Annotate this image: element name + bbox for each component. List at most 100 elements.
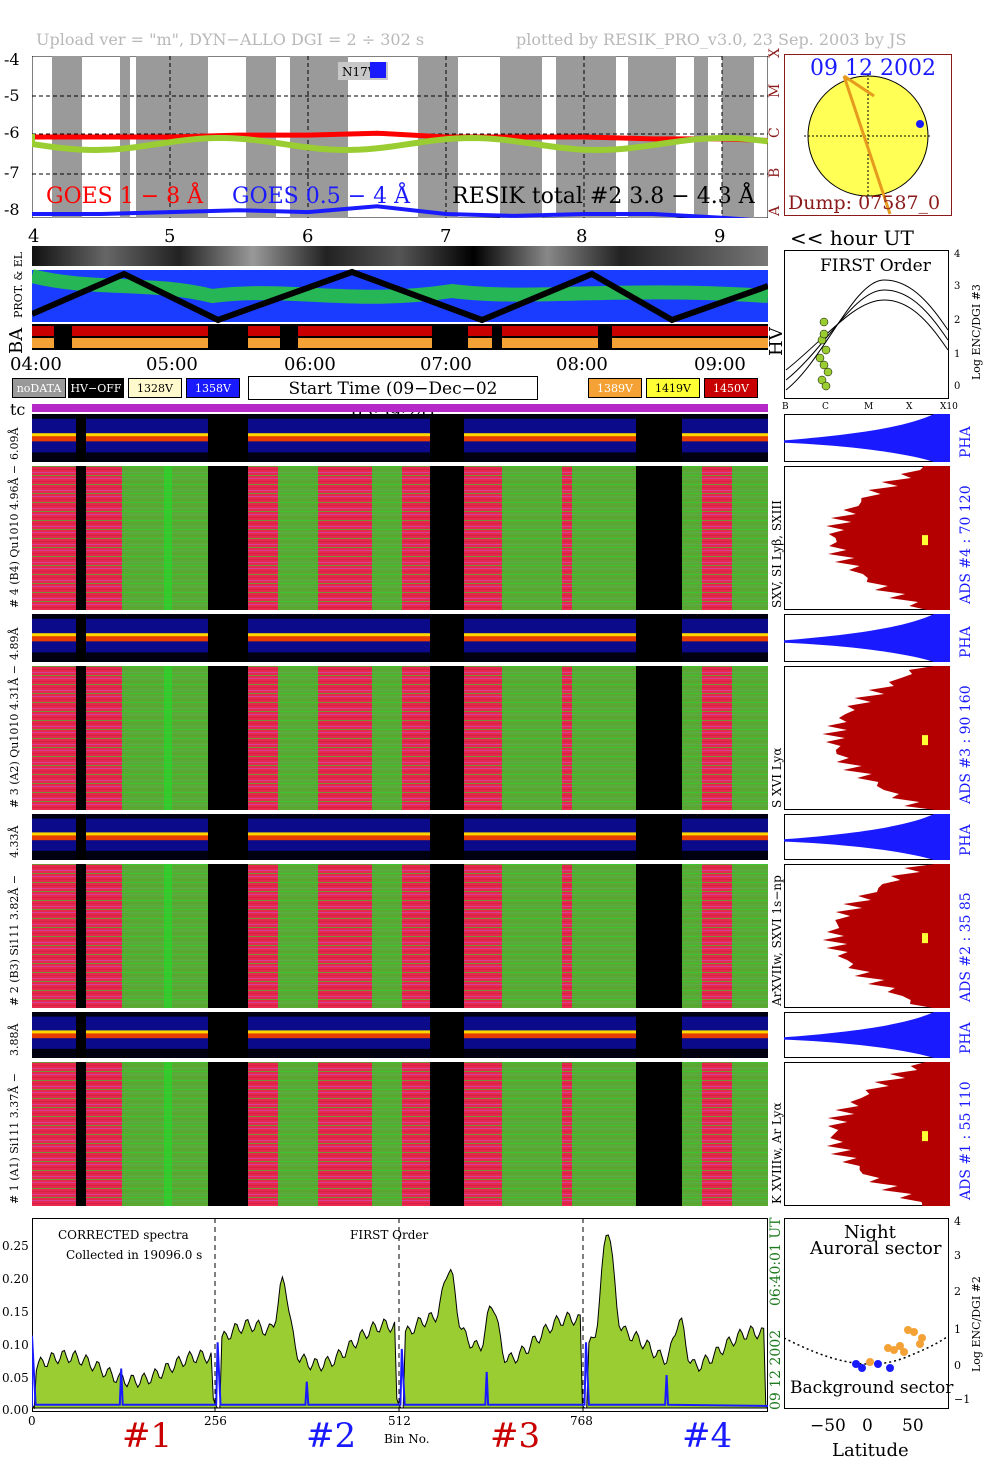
spec-note-1: CORRECTED spectra bbox=[58, 1228, 189, 1242]
spec-x-tick: 256 bbox=[204, 1414, 227, 1428]
goes-tick: -5 bbox=[4, 86, 20, 105]
sun-disk-panel bbox=[784, 54, 952, 216]
aurora-panel bbox=[784, 1218, 949, 1409]
spec-x-tick: 0 bbox=[28, 1414, 36, 1428]
channel-label-1: # 1 (A1) Si111 3.37Å − bbox=[8, 1073, 21, 1204]
fo-x-tick: X10 bbox=[940, 402, 958, 412]
sun-date: 09 12 2002 bbox=[810, 56, 936, 81]
prot-el-label: PROT. & EL bbox=[12, 251, 25, 318]
time-tick: 05:00 bbox=[146, 354, 198, 375]
pha-strip-2 bbox=[32, 814, 768, 860]
spec-order: FIRST Order bbox=[350, 1228, 429, 1242]
hour-axis-label: << hour UT bbox=[790, 226, 914, 250]
channel-label-3: # 3 (A2) Qu1010 4.31Å − bbox=[8, 665, 21, 808]
ba-label: BA bbox=[6, 327, 27, 354]
pha-strip-1 bbox=[32, 1012, 768, 1058]
legend-goes-short: GOES 0.5 − 4 Å bbox=[232, 184, 411, 209]
aurora-title-2: Auroral sector bbox=[810, 1238, 942, 1259]
header-left: Upload ver = "m", DYN−ALLO DGI = 2 ÷ 302… bbox=[36, 30, 425, 49]
ads-histogram-3 bbox=[784, 666, 950, 810]
pha-strip-3 bbox=[32, 614, 768, 662]
legend-1328v: 1328V bbox=[128, 378, 182, 398]
ads-histogram-4 bbox=[784, 466, 950, 610]
ads-histogram-1 bbox=[784, 1062, 950, 1206]
detector-4-label: #4 bbox=[682, 1416, 733, 1456]
aurora-y-tick: 1 bbox=[954, 1323, 961, 1336]
pha-histogram-3 bbox=[784, 614, 950, 662]
pha-strip-4 bbox=[32, 414, 768, 462]
sun-dump: Dump: 07587_0 bbox=[788, 192, 941, 214]
spec-y-tick: 0.25 bbox=[2, 1239, 29, 1253]
time-tick: 04:00 bbox=[10, 354, 62, 375]
spec-note-2: Collected in 19096.0 s bbox=[66, 1248, 203, 1262]
channel-wave-label-3: 4.89Å bbox=[8, 627, 21, 660]
goes-tick: -7 bbox=[4, 163, 20, 182]
class-letter-a: A bbox=[767, 205, 783, 216]
spectrogram-1 bbox=[32, 1062, 768, 1206]
flare-tag-marker bbox=[370, 62, 386, 78]
class-letter-c: C bbox=[767, 127, 783, 138]
orbit-strips bbox=[32, 246, 768, 350]
spec-y-tick: 0.00 bbox=[2, 1403, 29, 1417]
fo-x-tick: X bbox=[906, 402, 913, 412]
hour-tick: 7 bbox=[440, 226, 452, 247]
aurora-y-label: Log ENC/DGI #2 bbox=[970, 1276, 983, 1372]
spectrogram-3 bbox=[32, 666, 768, 810]
fo-y-label: Log ENC/DGI #3 bbox=[970, 284, 983, 380]
resik-series bbox=[32, 134, 768, 154]
ads-label-3: ADS #3 : 90 160 bbox=[958, 685, 974, 804]
fo-y-tick: 4 bbox=[954, 249, 961, 260]
time-tick: 07:00 bbox=[420, 354, 472, 375]
fo-y-tick: 0 bbox=[954, 381, 961, 392]
pha-label-1: PHA bbox=[958, 1022, 974, 1054]
hour-tick: 9 bbox=[714, 226, 726, 247]
pha-histogram-2 bbox=[784, 814, 950, 860]
goes-tick: -6 bbox=[4, 123, 20, 142]
detector-1-label: #1 bbox=[122, 1416, 173, 1456]
spec-y-tick: 0.20 bbox=[2, 1272, 29, 1286]
legend-nodata: noDATA bbox=[12, 378, 66, 398]
fo-x-tick: M bbox=[864, 402, 874, 412]
hour-tick: 6 bbox=[302, 226, 314, 247]
header-right: plotted by RESIK_PRO_v3.0, 23 Sep. 2003 … bbox=[516, 30, 907, 49]
spec-time-label: 06:40:01 UT bbox=[768, 1217, 784, 1306]
legend-1389v: 1389V bbox=[588, 378, 642, 398]
first-order-panel bbox=[784, 250, 949, 399]
line-id-label-3: S XVI Lyα bbox=[770, 747, 784, 808]
detector-2-label: #2 bbox=[306, 1416, 357, 1456]
time-tick: 09:00 bbox=[694, 354, 746, 375]
time-tick: 08:00 bbox=[556, 354, 608, 375]
fo-y-tick: 3 bbox=[954, 281, 961, 292]
aurora-title-1: Night bbox=[844, 1222, 896, 1243]
goes-light-curve-chart: N17W bbox=[32, 56, 768, 218]
aurora-x-tick: 0 bbox=[862, 1416, 873, 1436]
channel-label-4: # 4 (B4) Qu1010 4.96Å − bbox=[8, 464, 21, 608]
legend-1358v: 1358V bbox=[186, 378, 240, 398]
ads-label-1: ADS #1 : 55 110 bbox=[958, 1081, 974, 1200]
line-id-label-1: K XVIIIw, Ar Lyα bbox=[770, 1102, 784, 1204]
class-letter-b: B bbox=[767, 167, 783, 178]
pha-label-3: PHA bbox=[958, 626, 974, 658]
fo-y-tick: 2 bbox=[954, 315, 961, 326]
class-letter-m: M bbox=[767, 83, 783, 98]
goes-short-series bbox=[32, 204, 754, 218]
channel-label-2: # 2 (B3) Si111 3.82Å − bbox=[8, 874, 21, 1006]
aurora-y-tick: −1 bbox=[954, 1393, 971, 1406]
legend-hvoff: HV−OFF bbox=[68, 378, 124, 398]
line-id-label-4: SXV, SI Lyβ, SXIII bbox=[770, 500, 784, 608]
legend-1419v: 1419V bbox=[646, 378, 700, 398]
spec-y-tick: 0.05 bbox=[2, 1371, 29, 1385]
goes-long-series bbox=[32, 130, 768, 143]
ads-label-2: ADS #2 : 35 85 bbox=[958, 892, 974, 1002]
ads-label-4: ADS #4 : 70 120 bbox=[958, 485, 974, 604]
legend-1450v: 1450V bbox=[704, 378, 758, 398]
fo-x-tick: B bbox=[782, 402, 789, 412]
first-order-title: FIRST Order bbox=[820, 256, 931, 276]
aurora-x-tick: 50 bbox=[902, 1416, 924, 1436]
spectrogram-2 bbox=[32, 864, 768, 1008]
channel-wave-label-4: 6.09Å bbox=[8, 427, 21, 460]
fo-x-tick: C bbox=[822, 402, 829, 412]
time-tick: 06:00 bbox=[284, 354, 336, 375]
spec-x-label: Bin No. bbox=[384, 1432, 430, 1446]
spectrum-area bbox=[32, 1234, 768, 1410]
